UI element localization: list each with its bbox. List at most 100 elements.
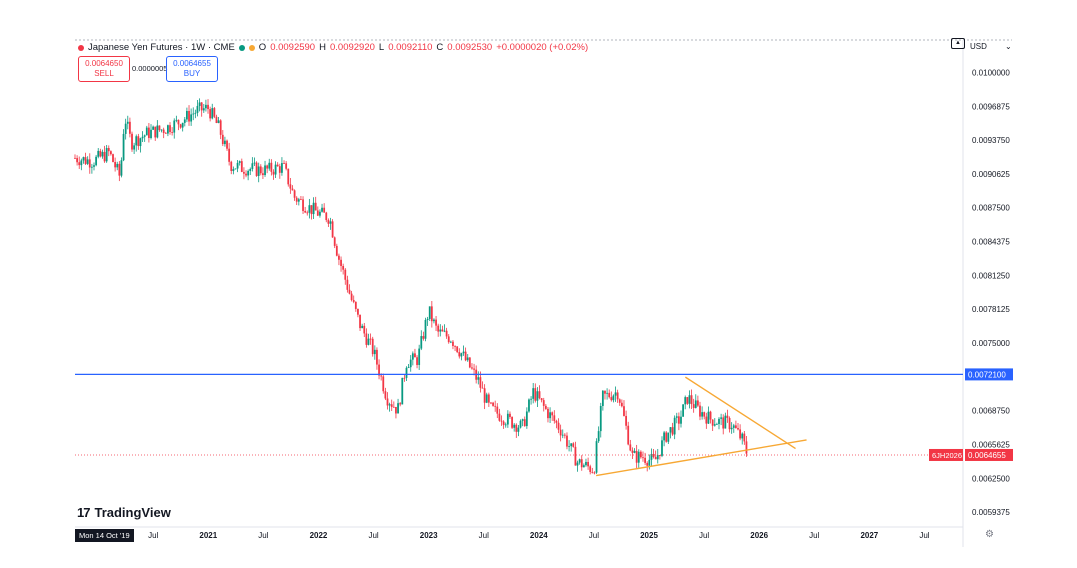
candle-body [200, 102, 203, 111]
candle-body [122, 133, 125, 161]
candle-body [342, 265, 345, 270]
candle-body [272, 171, 275, 175]
candle-body [128, 121, 131, 134]
candle-body [268, 162, 271, 169]
candle-body [86, 159, 89, 164]
candle-body [118, 163, 121, 176]
candle-body [230, 161, 233, 172]
x-tick-label: Jul [258, 531, 268, 540]
candle-body [314, 202, 317, 211]
candle-body [737, 428, 739, 430]
hline-price-tag [965, 368, 1013, 381]
chevron-down-icon[interactable]: ⌄ [1005, 42, 1012, 51]
candle-body [167, 125, 169, 134]
candle-body [95, 156, 98, 166]
ohlc-open-label: O [258, 42, 267, 53]
candle-body [595, 441, 598, 473]
candle-body [473, 368, 475, 370]
candle-body [612, 395, 615, 401]
candle-body [103, 151, 106, 162]
candle-body [578, 459, 581, 463]
candle-body [420, 336, 423, 349]
candle-body [677, 416, 680, 424]
chevron-icon[interactable]: ▲ [951, 38, 965, 49]
candle-body [306, 212, 309, 214]
candle-body [321, 207, 323, 212]
ohlc-high: 0.0092920 [329, 42, 375, 53]
candle-body [97, 150, 100, 157]
buy-button[interactable]: 0.0064655 BUY [166, 56, 218, 82]
candle-body [346, 279, 349, 290]
candle-body [580, 459, 583, 468]
candle-body [481, 387, 484, 389]
candle-body [312, 202, 315, 215]
y-tick-label: 0.0059375 [972, 508, 1010, 517]
candle-body [93, 165, 95, 167]
candle-body [181, 122, 184, 128]
candle-body [302, 199, 304, 211]
candle-body [525, 411, 528, 427]
symbol-title[interactable]: Japanese Yen Futures · 1W · CME [88, 42, 235, 53]
symbol-tag-label: 6JH2026 [932, 451, 962, 460]
candle-body [143, 135, 146, 137]
candle-body [696, 400, 699, 406]
candle-body [430, 306, 433, 322]
candle-body [671, 427, 674, 435]
candle-body [380, 375, 383, 377]
candle-body [217, 120, 220, 123]
candle-body [637, 451, 640, 463]
candle-body [300, 199, 302, 201]
candle-body [124, 123, 127, 134]
candle-body [669, 427, 672, 433]
candle-body [506, 413, 509, 425]
candle-body [540, 398, 543, 401]
candle-body [304, 210, 307, 213]
candle-body [175, 119, 178, 121]
candle-body [405, 367, 408, 378]
candle-body [384, 391, 387, 399]
candle-body [232, 169, 235, 172]
candle-body [160, 129, 163, 131]
y-tick-label: 0.0081250 [972, 271, 1010, 280]
candle-body [462, 351, 465, 354]
candle-body [338, 255, 340, 260]
candle-body [99, 150, 102, 157]
candle-body [392, 406, 395, 408]
currency-selector[interactable]: USD [970, 42, 987, 51]
candle-body [262, 173, 264, 176]
gear-icon[interactable]: ⚙ [985, 529, 994, 540]
candle-body [255, 162, 258, 176]
candle-body [591, 471, 594, 473]
y-tick-label: 0.0084375 [972, 238, 1010, 247]
candle-body [325, 212, 328, 221]
candle-body [734, 425, 737, 429]
candle-body [454, 345, 456, 347]
candle-body [228, 148, 231, 162]
candle-body [245, 173, 247, 176]
ohlc-close: 0.0092530 [447, 42, 493, 53]
sell-button[interactable]: 0.0064650 SELL [78, 56, 130, 82]
candle-body [665, 432, 668, 442]
candle-body [707, 411, 710, 424]
candle-body [633, 450, 636, 453]
candle-body [667, 432, 670, 442]
candle-body [350, 293, 353, 300]
candle-body [215, 116, 218, 123]
candle-body [234, 168, 237, 170]
candle-body [407, 367, 410, 369]
candle-body [371, 338, 374, 355]
candle-body [513, 424, 516, 428]
candle-body [673, 417, 676, 435]
candle-body [238, 161, 241, 163]
candle-body [183, 119, 186, 123]
candle-body [705, 416, 708, 424]
candle-body [283, 163, 285, 164]
candle-body [471, 367, 473, 369]
candle-body [310, 205, 313, 215]
current-price-tag [965, 448, 1013, 461]
y-tick-label: 0.0087500 [972, 204, 1010, 213]
candle-body [257, 166, 260, 176]
symbol-header: Japanese Yen Futures · 1W · CME O 0.00925… [78, 42, 588, 53]
candle-body [386, 398, 389, 406]
